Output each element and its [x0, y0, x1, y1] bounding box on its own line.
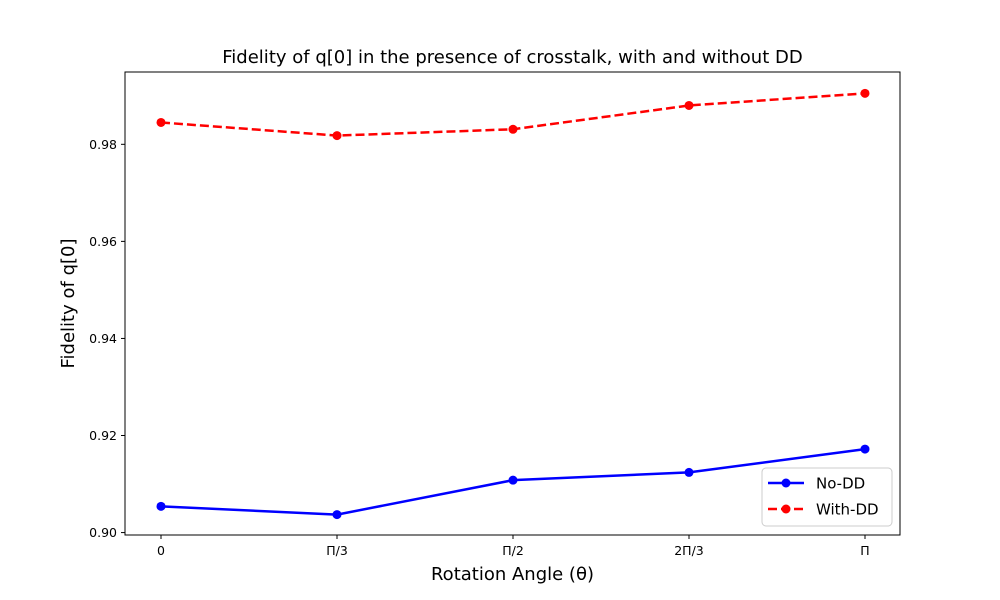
data-point-with-dd	[156, 117, 166, 127]
legend-label: No-DD	[816, 475, 865, 493]
data-point-no-dd	[332, 510, 342, 520]
data-point-with-dd	[508, 124, 518, 134]
y-tick-label: 0.98	[89, 137, 117, 152]
legend-item-with-dd: With-DD	[768, 501, 879, 519]
data-point-with-dd	[332, 131, 342, 141]
plot-area	[124, 71, 901, 536]
data-point-with-dd	[684, 100, 694, 110]
data-point-no-dd	[684, 467, 694, 477]
y-tick-label: 0.96	[89, 234, 117, 249]
x-tick-label: Π/3	[326, 543, 348, 558]
data-point-with-dd	[860, 88, 870, 98]
y-tick-label: 0.92	[89, 428, 117, 443]
legend-swatch-marker	[781, 504, 791, 514]
legend-swatch-marker	[781, 478, 791, 488]
series-layer	[156, 88, 870, 520]
series-with-dd	[156, 88, 870, 141]
x-tick-label: 2Π/3	[674, 543, 704, 558]
x-tick-label: Π/2	[502, 543, 524, 558]
legend-label: With-DD	[816, 501, 879, 519]
y-axis-label: Fidelity of q[0]	[58, 239, 79, 369]
chart-title: Fidelity of q[0] in the presence of cros…	[222, 47, 802, 68]
y-tick-label: 0.90	[89, 525, 117, 540]
legend-item-no-dd: No-DD	[768, 475, 865, 493]
legend: No-DD With-DD	[761, 467, 893, 527]
y-tick-label: 0.94	[89, 331, 117, 346]
x-axis-label: Rotation Angle (θ)	[431, 564, 594, 585]
plot-frame	[124, 71, 901, 536]
y-axis-ticks: 0.90 0.92 0.94 0.96 0.98	[89, 137, 125, 540]
data-point-no-dd	[508, 475, 518, 485]
series-no-dd	[156, 444, 870, 520]
data-point-no-dd	[860, 444, 870, 454]
x-tick-label: Π	[860, 543, 869, 558]
x-axis-ticks: 0 Π/3 Π/2 2Π/3 Π	[157, 535, 870, 558]
data-point-no-dd	[156, 501, 166, 511]
x-tick-label: 0	[157, 543, 165, 558]
